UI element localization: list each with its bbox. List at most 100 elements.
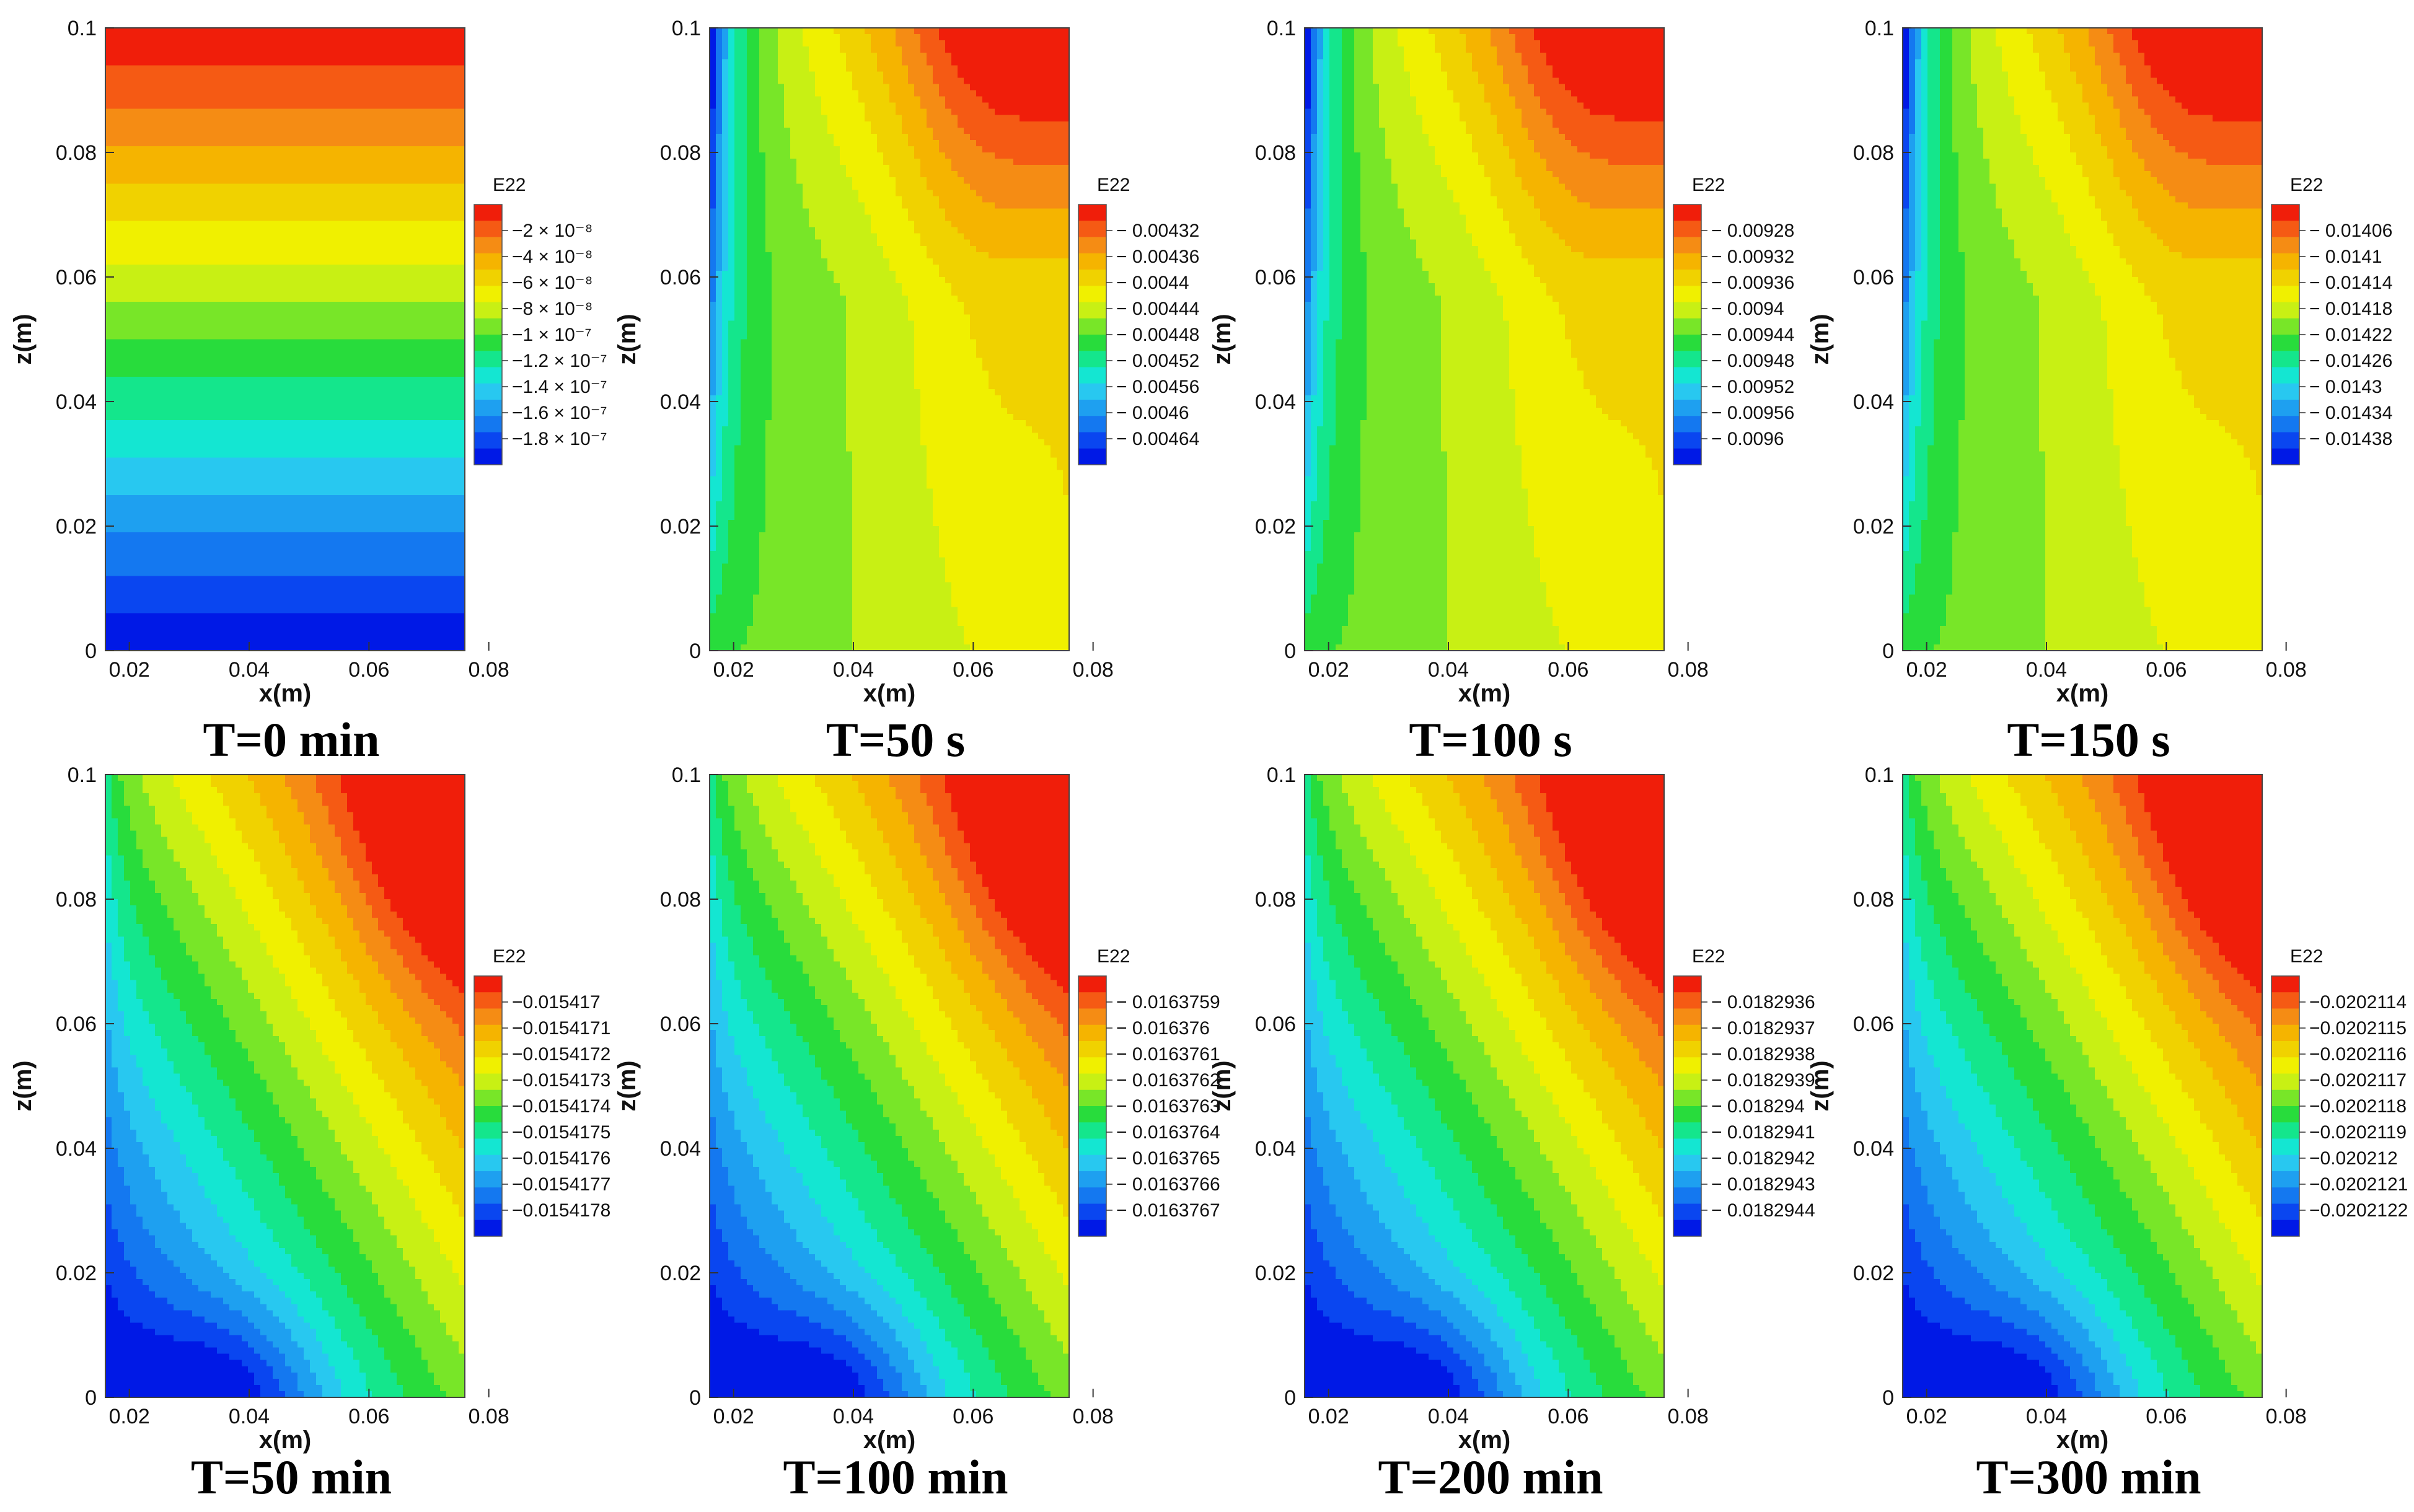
contour-cell [347, 264, 354, 271]
contour-cell [322, 159, 329, 165]
contour-cell [390, 433, 397, 439]
contour-cell [452, 102, 459, 110]
contour-cell [297, 364, 304, 371]
contour-cell [397, 121, 403, 128]
contour-cell [341, 420, 348, 427]
contour-cell [440, 464, 447, 471]
contour-cell [186, 108, 193, 116]
contour-cell [260, 190, 267, 196]
contour-cell [211, 302, 218, 309]
contour-cell [316, 445, 323, 452]
contour-cell [434, 245, 441, 253]
contour-cell [124, 538, 131, 545]
contour-cell [143, 196, 149, 203]
contour-cell [428, 482, 434, 490]
contour-cell [198, 470, 205, 477]
contour-cell [304, 519, 311, 527]
contour-cell [143, 115, 149, 122]
contour-cell [452, 139, 459, 147]
contour-cell [366, 433, 372, 439]
contour-cell [341, 545, 348, 552]
contour-cell [130, 501, 137, 508]
contour-cell [112, 402, 118, 408]
contour-cell [335, 488, 341, 496]
contour-cell [403, 464, 410, 471]
contour-cell [390, 470, 397, 477]
contour-cell [143, 351, 149, 359]
contour-cell [161, 364, 168, 371]
contour-cell [347, 333, 354, 340]
contour-cell [285, 289, 292, 296]
contour-cell [459, 351, 465, 359]
contour-cell [322, 351, 329, 359]
contour-cell [236, 364, 242, 371]
contour-cell [217, 102, 224, 110]
contour-cell [310, 196, 317, 203]
contour-cell [353, 65, 360, 72]
contour-cell [112, 382, 118, 390]
contour-cell [136, 196, 143, 203]
contour-cell [304, 264, 311, 271]
contour-cell [223, 451, 230, 459]
contour-cell [112, 364, 118, 371]
contour-cell [397, 258, 403, 265]
contour-cell [248, 71, 255, 78]
contour-cell [136, 34, 143, 41]
contour-cell [452, 46, 459, 53]
contour-cell [335, 127, 341, 134]
contour-cell [341, 289, 348, 296]
contour-cell [205, 177, 211, 184]
contour-cell [409, 333, 416, 340]
contour-cell [310, 382, 317, 390]
contour-cell [310, 65, 317, 72]
contour-cell [130, 258, 137, 265]
contour-cell [186, 345, 193, 353]
contour-cell [428, 358, 434, 365]
contour-cell [186, 289, 193, 296]
contour-cell [130, 159, 137, 165]
contour-cell [390, 482, 397, 490]
contour-cell [384, 351, 391, 359]
contour-cell [211, 545, 218, 552]
contour-cell [112, 177, 118, 184]
contour-cell [161, 289, 168, 296]
contour-cell [415, 370, 422, 377]
contour-cell [229, 165, 236, 172]
contour-cell [217, 314, 224, 321]
contour-cell [434, 65, 441, 72]
contour-cell [421, 408, 428, 415]
contour-cell [112, 451, 118, 459]
contour-cell [459, 227, 465, 234]
contour-cell [118, 351, 125, 359]
contour-cell [322, 264, 329, 271]
contour-cell [242, 457, 249, 465]
contour-cell [124, 183, 131, 190]
contour-cell [304, 333, 311, 340]
contour-cell [297, 152, 304, 159]
contour-cell [304, 526, 311, 533]
contour-cell [223, 426, 230, 433]
contour-cell [267, 408, 273, 415]
contour-cell [459, 277, 465, 284]
contour-cell [403, 470, 410, 477]
contour-cell [378, 202, 385, 209]
contour-cell [248, 382, 255, 390]
contour-cell [359, 59, 366, 66]
contour-cell [211, 358, 218, 365]
contour-cell [452, 395, 459, 402]
contour-cell [248, 40, 255, 47]
contour-cell [254, 501, 261, 508]
contour-cell [186, 314, 193, 321]
contour-cell [459, 314, 465, 321]
contour-cell [452, 90, 459, 97]
contour-cell [341, 221, 348, 228]
contour-cell [415, 376, 422, 384]
contour-cell [384, 53, 391, 59]
contour-cell [254, 152, 261, 159]
contour-cell [459, 177, 465, 184]
contour-cell [310, 252, 317, 259]
contour-cell [421, 77, 428, 85]
contour-cell [105, 239, 112, 247]
contour-cell [372, 90, 379, 97]
contour-cell [347, 283, 354, 290]
